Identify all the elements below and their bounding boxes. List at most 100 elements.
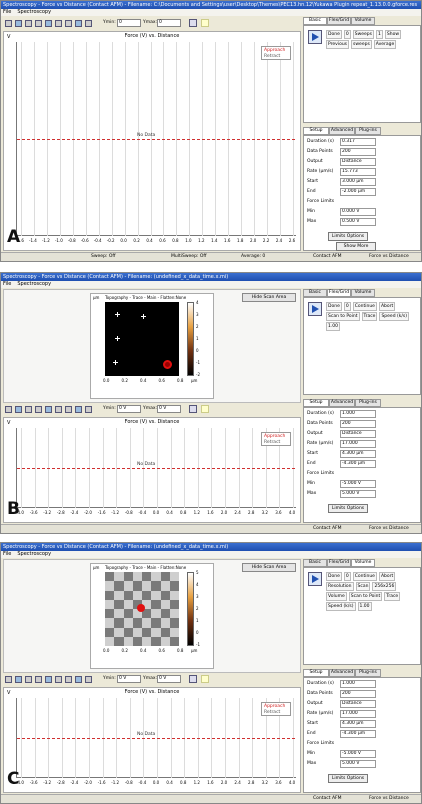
toolbar-icon[interactable] [65, 20, 72, 27]
control-text[interactable]: Scan [356, 582, 371, 591]
tab[interactable]: Basic [303, 17, 327, 25]
tab[interactable]: Flex/Grid [327, 289, 351, 297]
toolbar-button[interactable] [201, 19, 209, 27]
button[interactable]: Limits Options [328, 504, 368, 513]
control-text[interactable]: 1 [376, 30, 383, 39]
control-text[interactable]: Sweeps [353, 30, 374, 39]
tab[interactable]: Volume [351, 559, 375, 567]
toolbar-icon[interactable] [35, 20, 42, 27]
control-text[interactable]: Speed (k/s) [379, 312, 409, 321]
tab[interactable]: Basic [303, 289, 327, 297]
tab[interactable]: Advanced [329, 669, 355, 677]
setup-value[interactable]: 17.000 [340, 710, 376, 718]
tab[interactable]: Plug-ins [355, 669, 381, 677]
tab[interactable]: Volume [351, 17, 375, 25]
control-text[interactable]: Trace [384, 592, 400, 601]
setup-value[interactable]: 4.300 µm [340, 450, 376, 458]
toolbar-icon[interactable] [5, 406, 12, 413]
toolbar-button[interactable] [189, 405, 197, 413]
control-text[interactable]: Abort [379, 302, 395, 311]
control-text[interactable]: 1.00 [326, 322, 340, 331]
control-text[interactable]: 0 [344, 30, 351, 39]
toolbar-icon[interactable] [25, 20, 32, 27]
control-text[interactable]: sweeps [351, 40, 372, 49]
field-input[interactable]: 0 [157, 19, 181, 27]
field-input[interactable]: 0 V [117, 405, 141, 413]
control-text[interactable]: Volume [326, 592, 347, 601]
toolbar-icon[interactable] [45, 676, 52, 683]
tab[interactable]: Plug-ins [355, 127, 381, 135]
toolbar-icon[interactable] [45, 406, 52, 413]
toolbar-icon[interactable] [15, 20, 22, 27]
button[interactable]: Limits Options [328, 774, 368, 783]
toolbar-icon[interactable] [55, 20, 62, 27]
toolbar-button[interactable] [201, 675, 209, 683]
setup-value[interactable]: 200 [340, 148, 376, 156]
setup-value[interactable]: 1.000 [340, 410, 376, 418]
tab[interactable]: Setup [303, 669, 329, 677]
menu-item[interactable]: File [3, 281, 11, 288]
control-text[interactable]: 0 [344, 572, 351, 581]
field-input[interactable]: 0 V [117, 675, 141, 683]
toolbar-icon[interactable] [75, 406, 82, 413]
control-text[interactable]: Show [385, 30, 401, 39]
tab[interactable]: Setup [303, 399, 329, 407]
control-text[interactable]: Previous [326, 40, 349, 49]
setup-value[interactable]: -4.300 µm [340, 730, 376, 738]
setup-value[interactable]: 0.500 V [340, 218, 376, 226]
toolbar-icon[interactable] [75, 20, 82, 27]
control-text[interactable]: Scan to Point [349, 592, 383, 601]
toolbar-icon[interactable] [15, 676, 22, 683]
setup-value[interactable]: 3.000 µm [340, 178, 376, 186]
field-input[interactable]: 0 [117, 19, 141, 27]
menu-item[interactable]: Spectroscopy [17, 281, 51, 288]
control-text[interactable]: 0 [344, 302, 351, 311]
control-text[interactable]: Done [326, 302, 342, 311]
toolbar-icon[interactable] [5, 676, 12, 683]
toolbar-icon[interactable] [55, 406, 62, 413]
toolbar-icon[interactable] [35, 406, 42, 413]
toolbar-icon[interactable] [5, 20, 12, 27]
setup-value[interactable]: 17.000 [340, 440, 376, 448]
setup-value[interactable]: 5.000 V [340, 760, 376, 768]
toolbar-icon[interactable] [35, 676, 42, 683]
control-text[interactable]: Done [326, 572, 342, 581]
toolbar-button[interactable] [189, 675, 197, 683]
button[interactable]: Show More [336, 242, 376, 251]
control-text[interactable]: Continue [353, 572, 377, 581]
menu-item[interactable]: File [3, 9, 11, 16]
control-text[interactable]: 1.00 [358, 602, 372, 611]
toolbar-icon[interactable] [55, 676, 62, 683]
toolbar-icon[interactable] [45, 20, 52, 27]
tab[interactable]: Volume [351, 289, 375, 297]
setup-value[interactable]: 5.000 V [340, 490, 376, 498]
setup-value[interactable]: 200 [340, 420, 376, 428]
hide-scan-button[interactable]: Hide Scan Area [242, 293, 296, 302]
setup-value[interactable]: 15.773 [340, 168, 376, 176]
toolbar-icon[interactable] [25, 406, 32, 413]
control-text[interactable]: Abort [379, 572, 395, 581]
setup-value[interactable]: -5.000 V [340, 750, 376, 758]
tab[interactable]: Advanced [329, 399, 355, 407]
setup-value[interactable]: -2.000 µm [340, 188, 376, 196]
menu-item[interactable]: Spectroscopy [17, 9, 51, 16]
toolbar-icon[interactable] [65, 676, 72, 683]
control-text[interactable]: Done [326, 30, 342, 39]
menu-item[interactable]: File [3, 551, 11, 558]
toolbar-icon[interactable] [15, 406, 22, 413]
control-text[interactable]: Trace [362, 312, 378, 321]
control-text[interactable]: Speed (k/s) [326, 602, 356, 611]
setup-value[interactable]: Distance [340, 158, 376, 166]
menu-item[interactable]: Spectroscopy [17, 551, 51, 558]
control-text[interactable]: 256x256 [372, 582, 396, 591]
toolbar-icon[interactable] [75, 676, 82, 683]
setup-value[interactable]: 0.000 V [340, 208, 376, 216]
setup-value[interactable]: 4.300 µm [340, 720, 376, 728]
control-text[interactable]: Average [374, 40, 396, 49]
tab[interactable]: Basic [303, 559, 327, 567]
setup-value[interactable]: 0.317 [340, 138, 376, 146]
hide-scan-button[interactable]: Hide Scan Area [242, 563, 296, 572]
tab[interactable]: Flex/Grid [327, 559, 351, 567]
toolbar-icon[interactable] [85, 406, 92, 413]
control-text[interactable]: Continue [353, 302, 377, 311]
